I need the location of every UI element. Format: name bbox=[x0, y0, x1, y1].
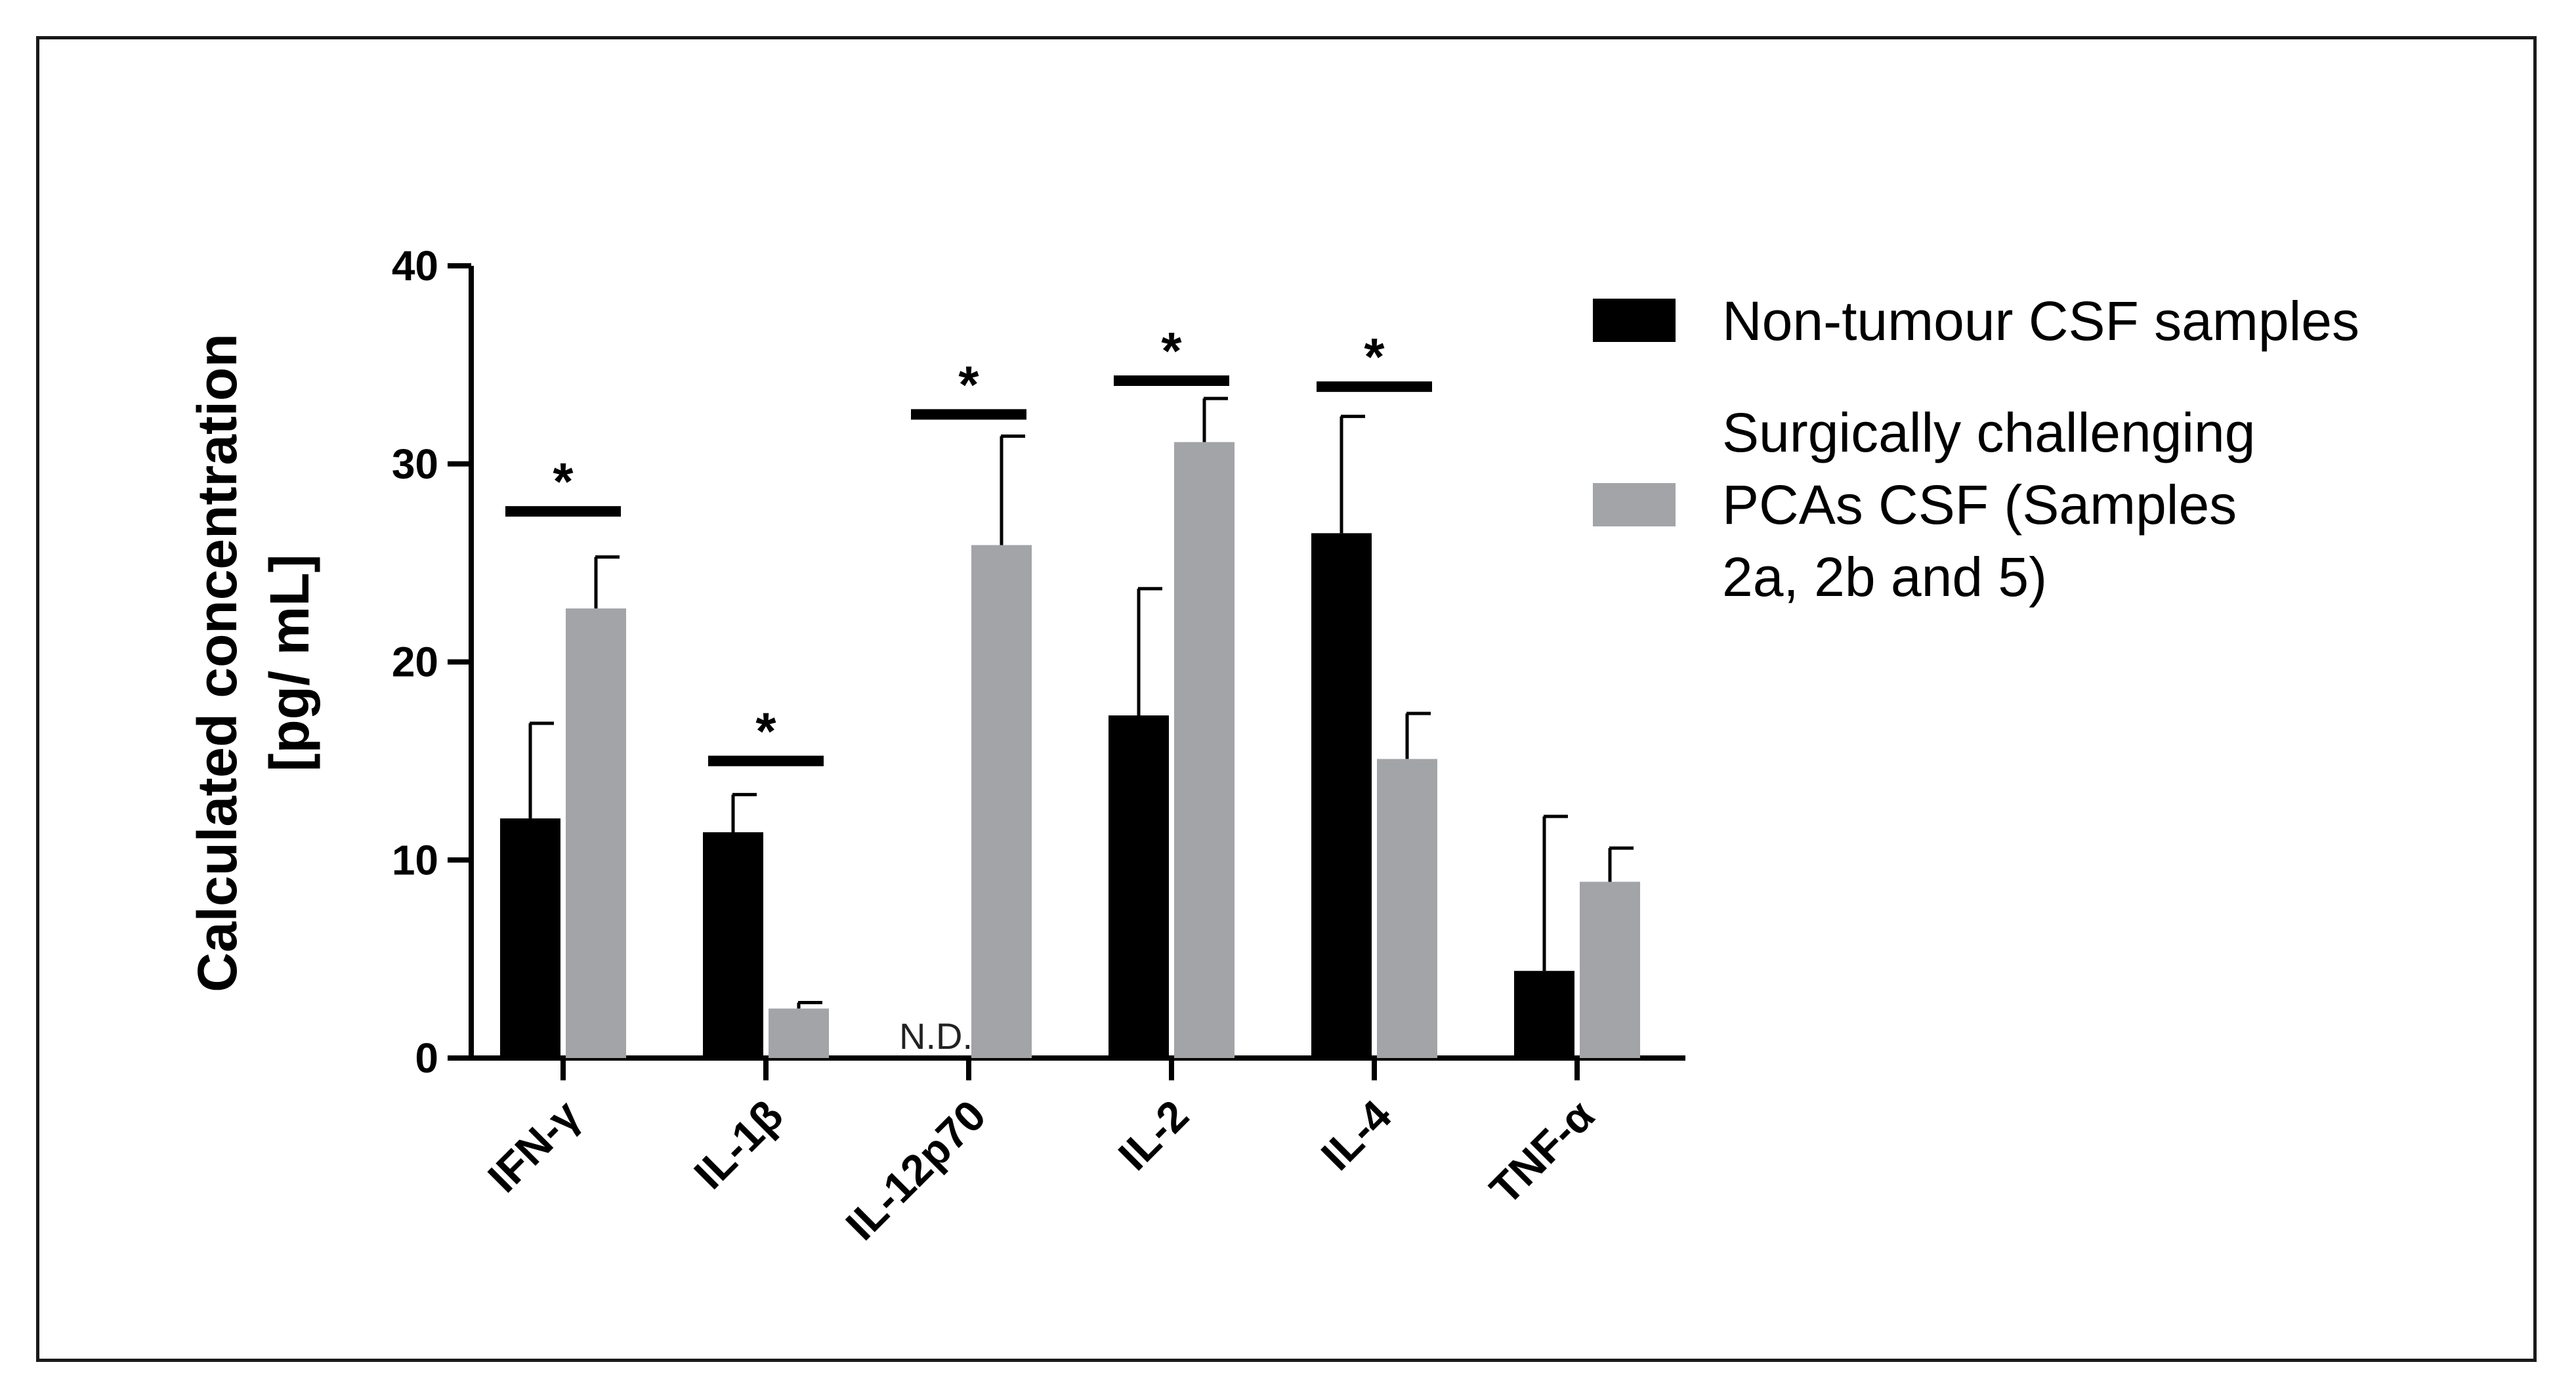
bar bbox=[566, 608, 626, 1058]
legend-swatch-surgically-challenging bbox=[1593, 483, 1676, 526]
legend-label-surgically-challenging-line: Surgically challenging bbox=[1722, 402, 2255, 463]
y-tick-label: 0 bbox=[415, 1034, 438, 1082]
significance-star: * bbox=[1364, 328, 1385, 386]
x-tick-label: IL-12p70 bbox=[836, 1091, 995, 1250]
y-tick-label: 10 bbox=[392, 836, 438, 883]
legend-label-non-tumour: Non-tumour CSF samples bbox=[1722, 290, 2359, 352]
x-tick-label: TNF-α bbox=[1481, 1091, 1603, 1214]
x-tick-label: IFN-γ bbox=[478, 1090, 589, 1201]
x-tick-label: IL-2 bbox=[1109, 1091, 1198, 1179]
significance-star: * bbox=[958, 355, 979, 414]
significance-star: * bbox=[553, 452, 574, 511]
bar bbox=[1580, 881, 1640, 1058]
y-tick-label: 20 bbox=[392, 639, 438, 686]
bar bbox=[1109, 715, 1169, 1058]
bar bbox=[1174, 442, 1235, 1058]
significance-star: * bbox=[1161, 322, 1182, 380]
y-axis-title-line-1: Calculated concentration bbox=[186, 333, 248, 992]
x-tick-label: IL-4 bbox=[1312, 1090, 1401, 1179]
bar bbox=[1377, 759, 1437, 1058]
bar bbox=[971, 545, 1032, 1058]
bar bbox=[769, 1008, 829, 1058]
x-tick-label: IL-1β bbox=[685, 1091, 792, 1198]
y-axis-title-line-2: [pg/ mL] bbox=[259, 554, 320, 771]
y-tick-label: 30 bbox=[392, 440, 438, 488]
bar bbox=[500, 818, 560, 1058]
legend-label-surgically-challenging-line: PCAs CSF (Samples bbox=[1722, 474, 2237, 536]
bar bbox=[1514, 971, 1574, 1058]
bar bbox=[703, 832, 763, 1058]
figure-frame bbox=[36, 36, 2537, 1362]
significance-star: * bbox=[755, 702, 776, 760]
y-tick-label: 40 bbox=[392, 242, 438, 289]
legend-swatch-non-tumour bbox=[1593, 299, 1676, 342]
nd-annotation: N.D. bbox=[899, 1015, 973, 1057]
legend: Non-tumour CSF samples Surgically challen… bbox=[1593, 290, 2359, 608]
bar bbox=[1311, 533, 1372, 1058]
y-axis-title: Calculated concentration [pg/ mL] bbox=[186, 333, 320, 992]
legend-label-surgically-challenging-line: 2a, 2b and 5) bbox=[1722, 546, 2047, 608]
